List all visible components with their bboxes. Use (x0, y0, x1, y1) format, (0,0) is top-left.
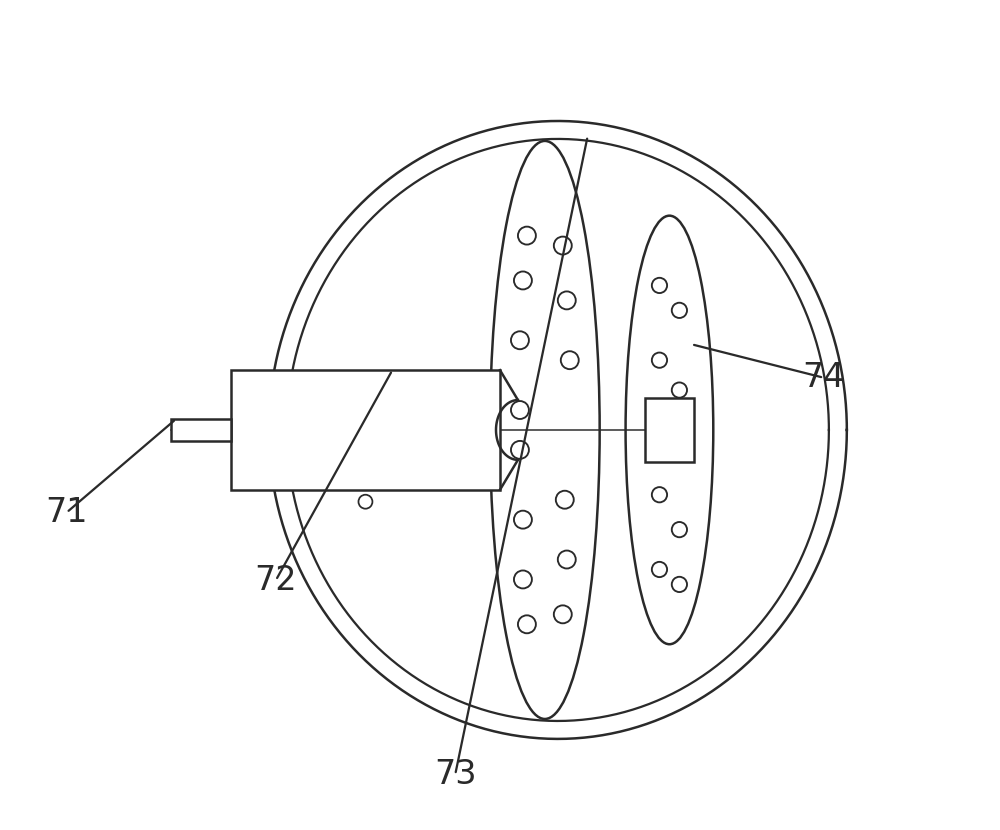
Bar (171, 419, 231, 441)
Text: 74: 74 (803, 361, 845, 394)
Text: 71: 71 (45, 496, 88, 529)
Text: 72: 72 (254, 564, 297, 597)
Bar (231, 370, 500, 490)
Text: 73: 73 (434, 759, 476, 791)
Bar (645, 398, 694, 462)
